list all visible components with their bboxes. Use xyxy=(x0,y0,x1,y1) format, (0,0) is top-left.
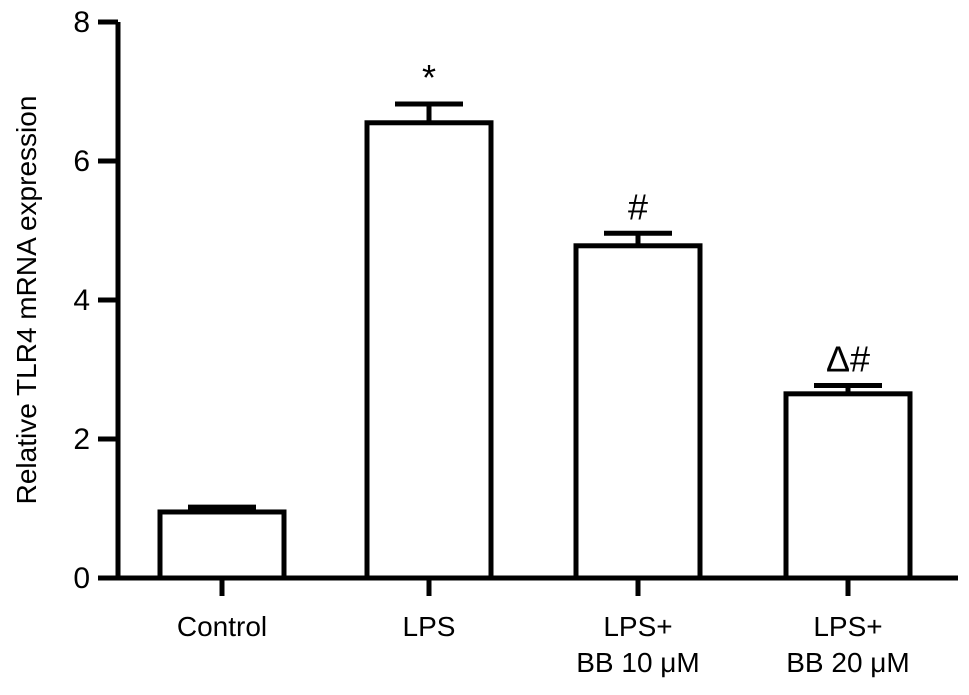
y-tick-label: 6 xyxy=(73,145,90,178)
y-axis: 0 2 4 6 8 xyxy=(73,6,121,595)
significance-annotation: Δ# xyxy=(826,338,870,379)
significance-annotation: # xyxy=(628,186,648,227)
category-label: LPS+ xyxy=(603,611,672,642)
y-tick-label: 2 xyxy=(73,423,90,456)
bars: * # Δ# xyxy=(157,57,913,581)
y-tick-label: 0 xyxy=(73,562,90,595)
y-axis-label: Relative TLR4 mRNA expression xyxy=(11,96,42,505)
y-tick-label: 8 xyxy=(73,6,90,39)
bar xyxy=(157,509,287,581)
bar xyxy=(573,243,703,581)
x-axis xyxy=(116,575,958,596)
category-label: BB 20 μM xyxy=(786,647,910,678)
category-label: BB 10 μM xyxy=(576,647,700,678)
significance-annotation: * xyxy=(422,57,436,98)
bar xyxy=(364,120,494,581)
category-label: LPS xyxy=(403,611,456,642)
category-labels: Control LPS LPS+ BB 10 μM LPS+ BB 20 μM xyxy=(177,611,910,678)
y-tick-label: 4 xyxy=(73,284,90,317)
category-label: Control xyxy=(177,611,267,642)
bar xyxy=(783,391,913,581)
category-label: LPS+ xyxy=(813,611,882,642)
